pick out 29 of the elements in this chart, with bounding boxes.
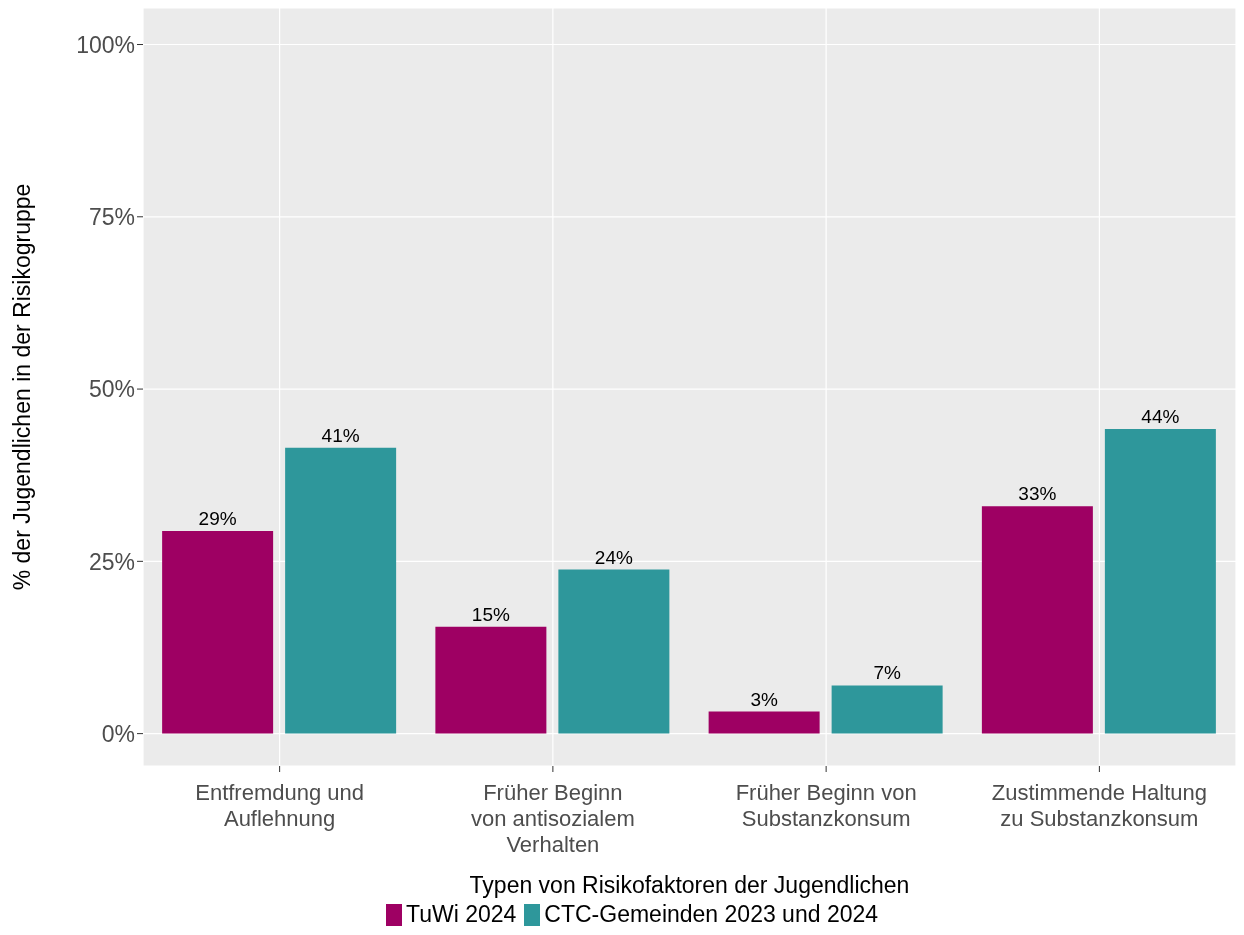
bar (981, 506, 1093, 734)
x-tick-label: Entfremdung und Auflehnung (195, 779, 365, 831)
y-tick-label: 50% (88, 376, 135, 403)
legend-label: CTC-Gemeinden 2023 und 2024 (544, 901, 879, 928)
bar (162, 531, 274, 734)
x-tick-label: Früher Beginn von Substanzkonsum (735, 779, 917, 831)
y-tick-label: 0% (101, 720, 135, 747)
y-axis-title: % der Jugendlichen in der Risikogruppe (9, 183, 36, 591)
bar (1104, 429, 1216, 734)
y-tick-label: 75% (88, 203, 135, 230)
bar (831, 685, 943, 734)
x-tick-label: Früher Beginn von antisozialem Verhalten (470, 779, 635, 858)
bar (708, 711, 820, 734)
data-label: 7% (873, 662, 901, 684)
data-label: 24% (594, 546, 633, 568)
y-tick-label: 100% (76, 31, 135, 58)
data-label: 29% (198, 508, 237, 530)
data-label: 15% (471, 603, 510, 625)
data-label: 33% (1018, 483, 1057, 505)
data-label: 44% (1141, 406, 1180, 428)
x-axis-title: Typen von Risikofaktoren der Jugendlichen (469, 872, 910, 898)
data-label: 41% (321, 424, 360, 446)
x-tick-label: Zustimmende Haltung zu Substanzkonsum (991, 779, 1207, 831)
bar (435, 626, 547, 734)
bar (558, 569, 670, 734)
y-tick-label: 25% (88, 548, 135, 575)
legend-label: TuWi 2024 (405, 901, 517, 928)
data-label: 3% (750, 688, 778, 710)
bar (285, 447, 397, 734)
